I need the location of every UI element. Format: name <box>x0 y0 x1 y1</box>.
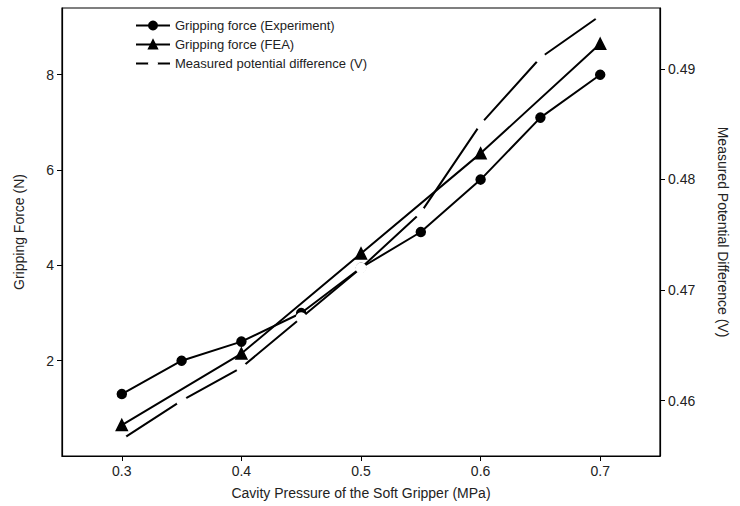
svg-text:Gripping Force (N): Gripping Force (N) <box>11 174 27 290</box>
svg-text:Gripping force (Experiment): Gripping force (Experiment) <box>175 18 335 33</box>
svg-text:6: 6 <box>46 162 54 178</box>
svg-text:Measured potential difference: Measured potential difference (V) <box>175 56 367 71</box>
svg-text:0.49: 0.49 <box>668 61 695 77</box>
svg-text:0.47: 0.47 <box>668 282 695 298</box>
svg-text:Cavity Pressure of the Soft Gr: Cavity Pressure of the Soft Gripper (MPa… <box>231 485 490 501</box>
svg-text:8: 8 <box>46 67 54 83</box>
svg-text:0.4: 0.4 <box>232 463 252 479</box>
svg-text:0.48: 0.48 <box>668 171 695 187</box>
svg-text:0.6: 0.6 <box>471 463 491 479</box>
svg-text:Measured Potential Difference: Measured Potential Difference (V) <box>715 127 731 338</box>
svg-text:0.3: 0.3 <box>112 463 132 479</box>
svg-text:0.7: 0.7 <box>590 463 610 479</box>
svg-text:0.5: 0.5 <box>351 463 371 479</box>
svg-text:0.46: 0.46 <box>668 393 695 409</box>
svg-text:4: 4 <box>46 257 54 273</box>
svg-text:2: 2 <box>46 353 54 369</box>
svg-text:Gripping force (FEA): Gripping force (FEA) <box>175 37 294 52</box>
